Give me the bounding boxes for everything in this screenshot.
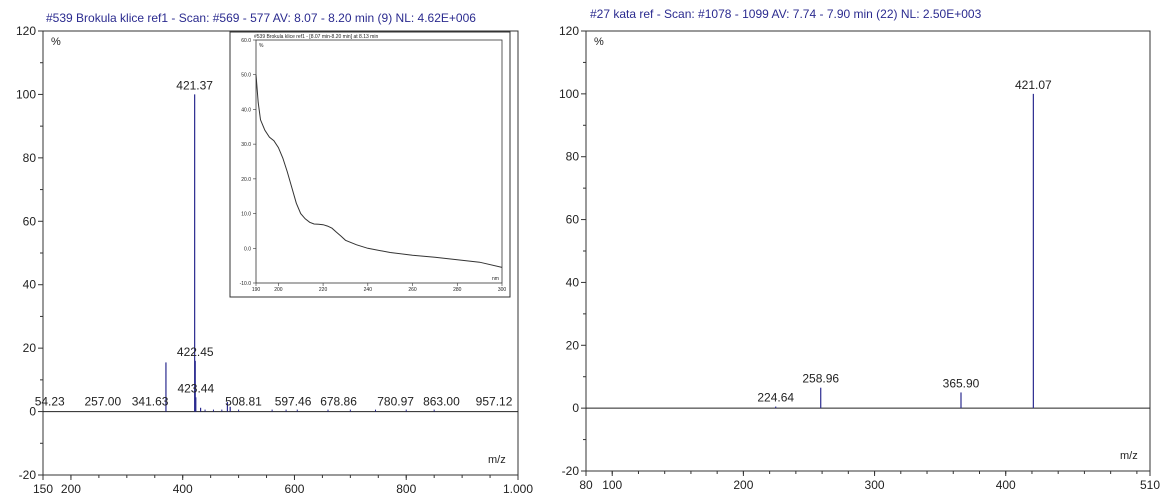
peak-label: 421.07 [1015,78,1052,92]
y-tick-label: -20 [19,468,37,482]
y-tick-label: 0 [572,401,579,415]
y-tick-label: -20 [562,464,580,478]
x-tick-label: 510 [1140,478,1160,492]
inset-x-tick-label: 280 [453,287,462,293]
inset-y-tick-label: 10.0 [241,212,251,218]
x-tick-label: 100 [602,478,622,492]
y-tick-label: 20 [566,338,580,352]
inset-x-tick-label: 220 [319,287,328,293]
inset-y-tick-label: 60.0 [241,38,251,44]
peak-label: 422.45 [177,345,214,359]
y-tick-label: 60 [566,213,580,227]
inset-x-axis-label: nm [492,276,499,282]
x-tick-label: 80 [579,478,593,492]
y-tick-label: 40 [566,275,580,289]
spectrum-panel-2: #27 kata ref - Scan: #1078 - 1099 AV: 7.… [559,7,1160,492]
inset-y-tick-label: 0.0 [244,246,251,252]
peak-label: 597.46 [275,395,312,409]
y-tick-label: 120 [16,24,36,38]
inset-x-tick-label: 190 [252,287,261,293]
inset-y-tick-label: 50.0 [241,73,251,79]
y-tick-label: 60 [23,214,37,228]
peak-label: 257.00 [84,395,121,409]
x-tick-label: 300 [865,478,885,492]
uv-absorbance-line [255,74,503,268]
inset-x-tick-label: 260 [408,287,417,293]
inset-y-axis-label: % [259,43,264,49]
y-tick-label: 40 [23,278,37,292]
y-tick-label: 120 [559,24,579,38]
y-tick-label: 20 [23,341,37,355]
inset-x-tick-label: 240 [364,287,373,293]
y-axis-label: % [594,36,604,48]
x-axis-label: m/z [1120,450,1138,462]
peak-label: 365.90 [943,376,980,390]
peak-label: 421.37 [176,78,213,92]
plot-frame [585,30,1151,472]
x-tick-label: 400 [996,478,1016,492]
inset-y-tick-label: 40.0 [241,107,251,113]
inset-x-tick-label: 200 [274,287,283,293]
y-tick-label: 80 [23,151,37,165]
peak-label: 54.23 [35,395,65,409]
x-tick-label: 800 [396,482,416,496]
peak-label: 258.96 [802,372,839,386]
inset-y-tick-label: 20.0 [241,177,251,183]
peak-label: 508.81 [225,395,262,409]
inset-y-tick-label: 30.0 [241,142,251,148]
peak-label: 224.64 [757,391,794,405]
chart-title: #27 kata ref - Scan: #1078 - 1099 AV: 7.… [590,7,982,21]
peak-label: 423.44 [177,381,214,395]
x-tick-label: 150 [33,482,53,496]
y-tick-label: 100 [16,87,36,101]
x-tick-label: 400 [173,482,193,496]
y-tick-label: 100 [559,87,579,101]
y-axis-label: % [51,36,61,48]
x-tick-label: 600 [284,482,304,496]
x-tick-label: 1.000 [503,482,533,496]
peak-label: 678.86 [320,395,357,409]
peak-label: 341.63 [132,395,169,409]
x-tick-label: 200 [61,482,81,496]
inset-y-tick-label: -10.0 [240,281,252,287]
x-tick-label: 200 [733,478,753,492]
peak-label: 957.12 [476,395,513,409]
chart-title: #539 Brokula klice ref1 - Scan: #569 - 5… [46,11,476,25]
peak-label: 780.97 [377,395,414,409]
inset-title: #539 Brokula klice ref1 - [8.07 min-8.20… [254,34,378,40]
peak-label: 863.00 [423,395,460,409]
uv-spectrum-inset: #539 Brokula klice ref1 - [8.07 min-8.20… [229,31,511,298]
inset-x-tick-label: 300 [498,287,507,293]
inset-plot-area [255,39,503,284]
spectrum-panel-1: #539 Brokula klice ref1 - Scan: #569 - 5… [16,11,533,496]
y-tick-label: 80 [566,150,580,164]
x-axis-label: m/z [488,454,506,466]
y-tick-label: 0 [29,405,36,419]
